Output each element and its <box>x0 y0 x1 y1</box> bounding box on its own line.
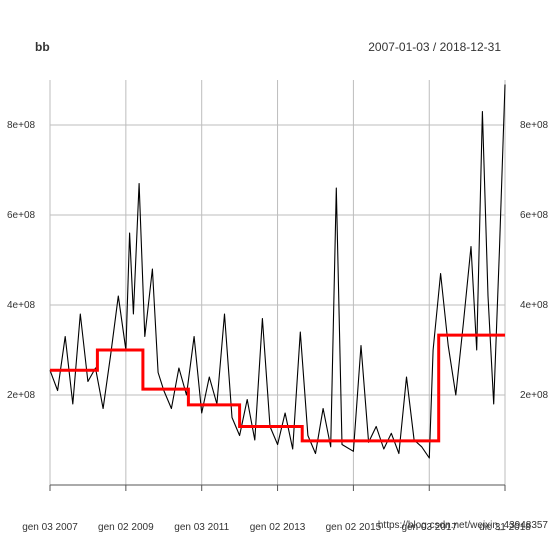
x-tick-label: gen 02 2013 <box>250 522 306 533</box>
y-tick-label-right: 8e+08 <box>520 120 549 131</box>
date-range-label: 2007-01-03 / 2018-12-31 <box>368 40 501 54</box>
series-step-line <box>50 333 505 443</box>
y-tick-label-right: 2e+08 <box>520 390 549 401</box>
x-tick-label: gen 03 2011 <box>174 522 229 533</box>
y-tick-label-right: 6e+08 <box>520 210 549 221</box>
x-tick-label: gen 03 2017 <box>401 522 457 533</box>
x-tick-label: dic 31 2018 <box>479 522 531 533</box>
watermark-text: https://blog.csdn.net/weixin_43948357 <box>378 520 549 531</box>
y-tick-label-left: 8e+08 <box>7 120 36 131</box>
series-volume-line <box>49 84 506 459</box>
y-tick-label-left: 2e+08 <box>7 390 36 401</box>
chart-title: bb <box>35 40 50 54</box>
x-tick-label: gen 03 2007 <box>22 522 78 533</box>
x-tick-label: gen 02 2009 <box>98 522 154 533</box>
y-tick-label-right: 4e+08 <box>520 300 549 311</box>
y-tick-label-left: 6e+08 <box>7 210 36 221</box>
x-tick-label: gen 02 2015 <box>326 522 382 533</box>
y-tick-label-left: 4e+08 <box>7 300 36 311</box>
